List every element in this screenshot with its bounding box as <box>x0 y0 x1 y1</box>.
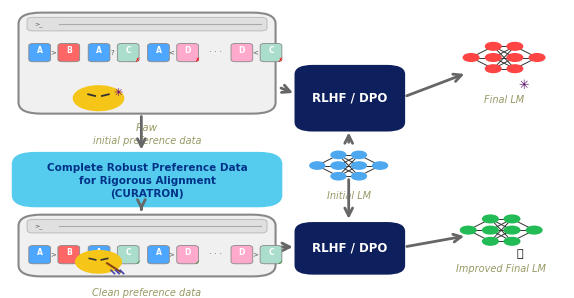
Circle shape <box>507 65 523 72</box>
Text: Raw: Raw <box>136 123 158 134</box>
Circle shape <box>460 226 476 234</box>
Text: (CURATRON): (CURATRON) <box>110 190 184 199</box>
Circle shape <box>331 151 346 159</box>
Text: C: C <box>125 46 131 55</box>
Text: >_: >_ <box>34 224 42 229</box>
Circle shape <box>351 162 366 169</box>
Text: initial preference data: initial preference data <box>93 136 201 146</box>
Text: A: A <box>156 248 161 257</box>
FancyBboxPatch shape <box>18 13 276 114</box>
Text: C: C <box>268 46 274 55</box>
Circle shape <box>529 54 545 61</box>
Text: D: D <box>184 46 191 55</box>
Text: A: A <box>37 46 42 55</box>
FancyBboxPatch shape <box>27 17 267 31</box>
Text: C: C <box>268 248 274 257</box>
Text: · · ·: · · · <box>210 250 223 259</box>
Text: D: D <box>184 248 191 257</box>
Text: ✗: ✗ <box>194 58 199 63</box>
Text: B: B <box>66 248 72 257</box>
Text: Initial LM: Initial LM <box>327 191 371 201</box>
Text: RLHF / DPO: RLHF / DPO <box>312 242 387 255</box>
Circle shape <box>483 215 498 223</box>
Text: ✓: ✓ <box>75 260 80 266</box>
Text: >: > <box>50 252 56 258</box>
Text: <: < <box>169 49 174 56</box>
FancyBboxPatch shape <box>58 246 80 264</box>
Circle shape <box>351 151 366 159</box>
Circle shape <box>331 162 346 169</box>
Text: ✓: ✓ <box>277 260 283 266</box>
FancyBboxPatch shape <box>148 246 169 264</box>
Text: >: > <box>252 252 258 258</box>
FancyBboxPatch shape <box>177 44 199 62</box>
FancyBboxPatch shape <box>29 246 51 264</box>
Circle shape <box>526 226 542 234</box>
Text: A: A <box>96 248 102 257</box>
Circle shape <box>486 54 501 61</box>
Circle shape <box>351 173 366 180</box>
Text: ✗: ✗ <box>277 58 283 63</box>
Circle shape <box>483 238 498 245</box>
Text: ✗: ✗ <box>135 58 140 63</box>
FancyBboxPatch shape <box>260 44 282 62</box>
Text: Final LM: Final LM <box>484 95 524 105</box>
Circle shape <box>73 86 123 111</box>
Text: 🏅: 🏅 <box>517 249 523 259</box>
FancyBboxPatch shape <box>29 44 51 62</box>
FancyBboxPatch shape <box>88 246 110 264</box>
Circle shape <box>486 65 501 72</box>
FancyBboxPatch shape <box>260 246 282 264</box>
Text: D: D <box>239 248 245 257</box>
Circle shape <box>463 54 479 61</box>
Text: for Rigorous Alignment: for Rigorous Alignment <box>79 176 216 186</box>
FancyBboxPatch shape <box>231 246 253 264</box>
Circle shape <box>331 173 346 180</box>
Text: ✳: ✳ <box>114 88 123 98</box>
Text: · · ·: · · · <box>210 48 223 57</box>
Text: <: < <box>252 49 258 56</box>
Circle shape <box>76 251 121 273</box>
Text: <: < <box>109 252 115 258</box>
Circle shape <box>504 215 520 223</box>
Text: A: A <box>156 46 161 55</box>
Text: ✳: ✳ <box>519 79 529 92</box>
FancyBboxPatch shape <box>296 223 404 274</box>
FancyBboxPatch shape <box>58 44 80 62</box>
Circle shape <box>504 238 520 245</box>
FancyBboxPatch shape <box>88 44 110 62</box>
FancyBboxPatch shape <box>13 153 281 206</box>
FancyBboxPatch shape <box>148 44 169 62</box>
Text: D: D <box>239 46 245 55</box>
Text: A: A <box>96 46 102 55</box>
Circle shape <box>507 43 523 50</box>
Circle shape <box>507 54 523 61</box>
Text: A: A <box>37 248 42 257</box>
FancyBboxPatch shape <box>18 215 276 277</box>
FancyBboxPatch shape <box>117 44 139 62</box>
Text: RLHF / DPO: RLHF / DPO <box>312 92 387 105</box>
Circle shape <box>373 162 387 169</box>
Circle shape <box>310 162 325 169</box>
Text: ✓: ✓ <box>135 260 140 266</box>
FancyBboxPatch shape <box>296 66 404 131</box>
Text: >_: >_ <box>34 22 42 27</box>
Text: Improved Final LM: Improved Final LM <box>456 264 546 274</box>
Circle shape <box>486 43 501 50</box>
Text: Complete Robust Preference Data: Complete Robust Preference Data <box>46 163 247 173</box>
Text: >: > <box>169 252 174 258</box>
Circle shape <box>504 226 520 234</box>
Text: C: C <box>125 248 131 257</box>
FancyBboxPatch shape <box>117 246 139 264</box>
Text: ✓: ✓ <box>194 260 199 266</box>
Text: >: > <box>50 49 56 56</box>
FancyBboxPatch shape <box>177 246 199 264</box>
Text: ?: ? <box>110 49 114 56</box>
FancyBboxPatch shape <box>27 219 267 233</box>
Circle shape <box>483 226 498 234</box>
Text: B: B <box>66 46 72 55</box>
FancyBboxPatch shape <box>231 44 253 62</box>
Text: Clean preference data: Clean preference data <box>92 288 201 298</box>
